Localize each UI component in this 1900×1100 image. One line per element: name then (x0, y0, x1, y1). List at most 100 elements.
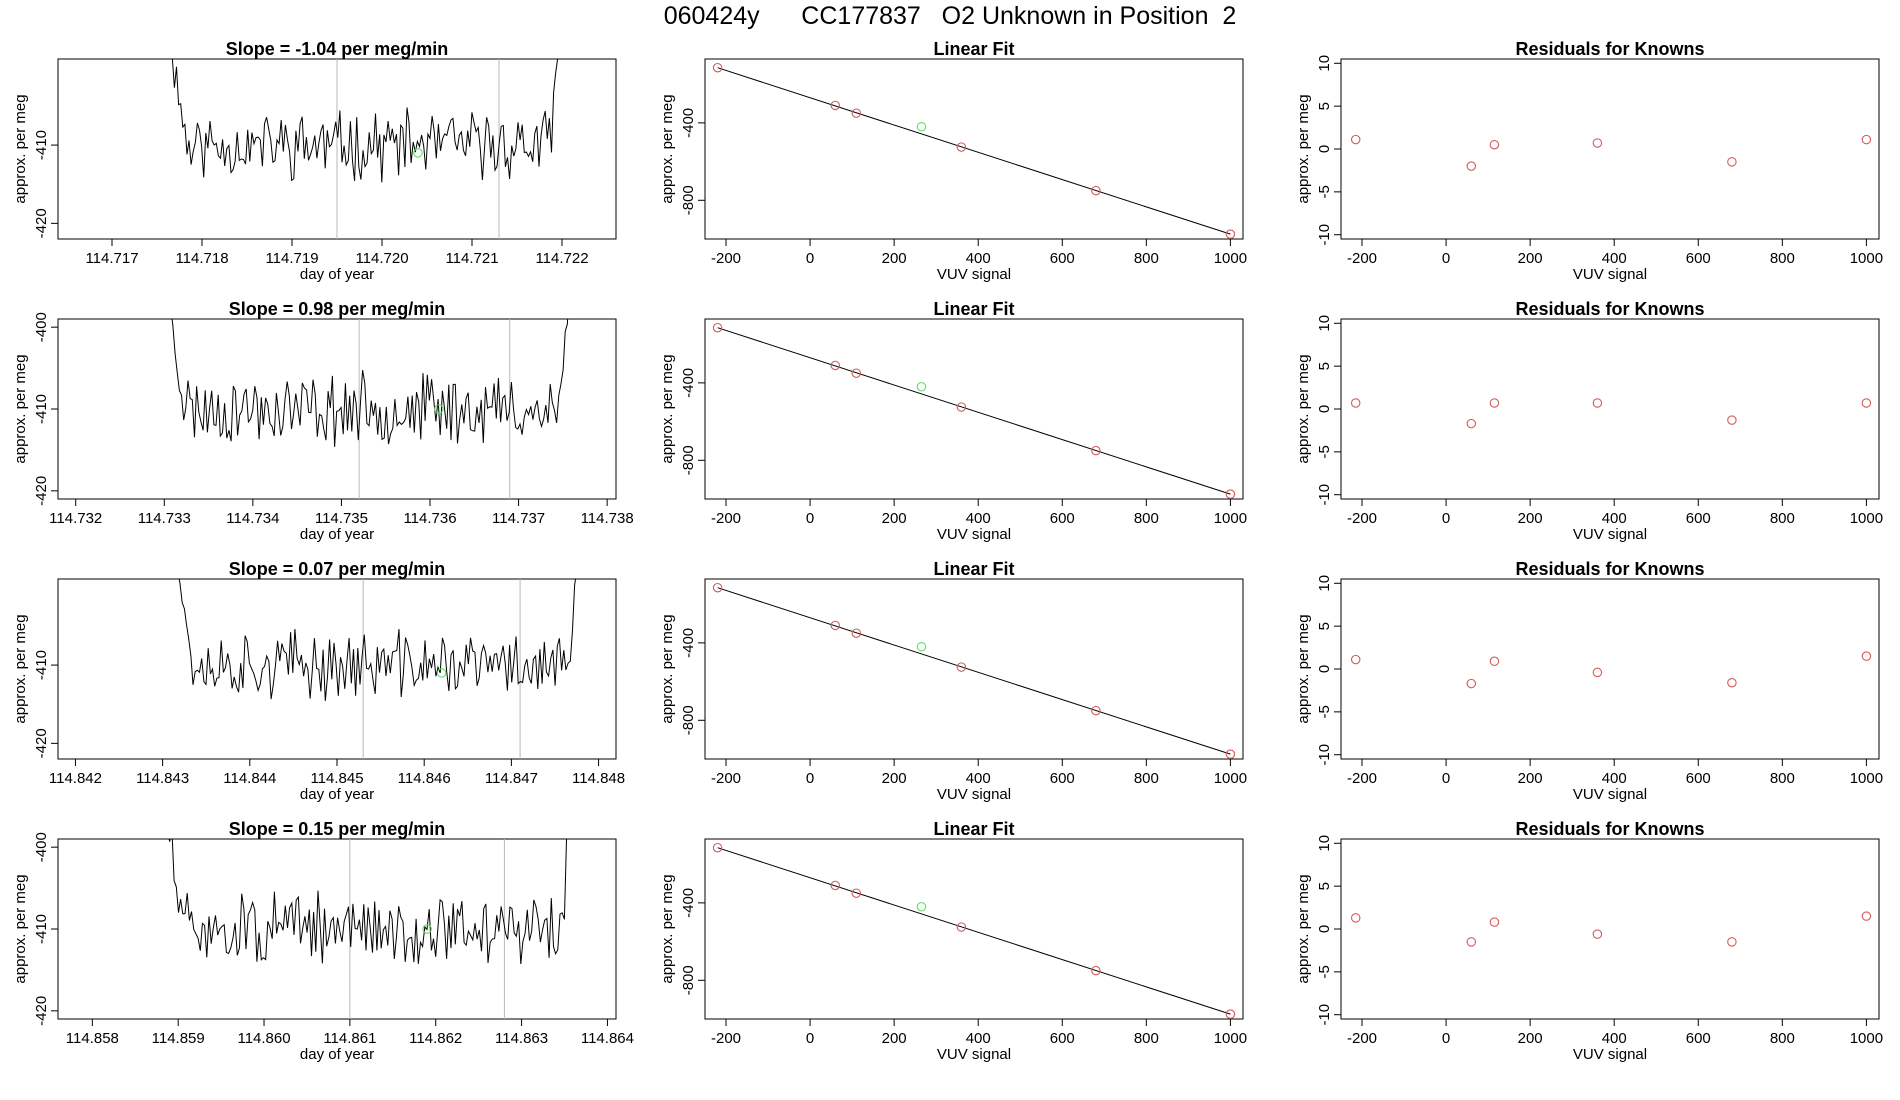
row3-resid-residual-point (1592, 667, 1603, 678)
row1-fit-ylabel: approx. per meg (659, 94, 676, 203)
row3-resid-xtick-label: 800 (1770, 770, 1795, 787)
row3-time-title: Slope = 0.07 per meg/min (229, 559, 446, 579)
row3-time-xtick-label: 114.843 (136, 770, 189, 787)
row4-resid-residual-point (1592, 929, 1603, 939)
row1-resid-residual-point (1489, 139, 1500, 150)
row1-fit-xtick-label: 200 (882, 250, 907, 267)
row4-fit-xtick-label: 1000 (1214, 1030, 1247, 1047)
row3-fit-ylabel: approx. per meg (659, 614, 676, 723)
row4-time-unknown-point (422, 924, 432, 934)
row3-time-ytick-label: -410 (33, 650, 50, 680)
row4-fit-xtick-label: 400 (966, 1030, 991, 1047)
row3-time-unknown-point (436, 668, 447, 678)
row2-time-ytick-label: -410 (33, 394, 50, 424)
row4-time-xtick-label: 114.864 (581, 1030, 634, 1047)
row3-resid-ytick-label: 10 (1316, 575, 1333, 592)
row3-resid-xtick-label: 1000 (1850, 770, 1883, 787)
row3-resid-xtick-label: -200 (1347, 770, 1377, 787)
row1-resid-ylabel: approx. per meg (1295, 94, 1312, 203)
row3-fit-xtick-label: 1000 (1214, 770, 1247, 787)
row1-resid-xtick-label: -200 (1347, 250, 1377, 267)
row2-time-xtick-label: 114.737 (492, 510, 545, 527)
row4-resid-residual-point (1727, 937, 1737, 947)
row2-resid-residual-point (1350, 398, 1361, 408)
row1-time-xtick-label: 114.717 (85, 250, 138, 267)
row4-fit-xtick-label: 800 (1134, 1030, 1159, 1047)
row1-fit-xtick-label: 400 (966, 250, 991, 267)
row4-fit-known-point (1225, 1009, 1236, 1019)
row2-fit-title: Linear Fit (933, 299, 1014, 319)
row3-fit-known-point (830, 620, 841, 631)
row3-resid-residual-point (1727, 677, 1737, 688)
row1-time-xtick-label: 114.721 (445, 250, 498, 267)
row2-fit-panel: Linear Fit -200 0 200 400 600 800 1000 VUV signa… (659, 299, 1247, 543)
row4-fit-panel: Linear Fit -200 0 200 400 600 800 1000 VUV signa… (659, 819, 1247, 1063)
row2-resid-residual-point (1489, 398, 1500, 408)
row1-fit-ytick-label: -800 (680, 185, 697, 215)
row3-resid-ytick-label: 5 (1316, 622, 1333, 630)
row1-resid-title: Residuals for Knowns (1515, 39, 1704, 59)
row4-resid-xtick-label: 800 (1770, 1030, 1795, 1047)
row4-fit-xtick-label: 600 (1050, 1030, 1075, 1047)
row1-resid-xtick-label: 800 (1770, 250, 1795, 267)
row4-resid-ytick-label: -10 (1316, 1004, 1333, 1026)
row1-time-xtick-label: 114.718 (175, 250, 228, 267)
row3-fit-regression-line (717, 587, 1231, 755)
row3-time-xtick-label: 114.848 (572, 770, 625, 787)
row4-time-xtick-label: 114.860 (237, 1030, 290, 1047)
row1-time-xlabel: day of year (300, 266, 374, 283)
row2-fit-xtick-label: 1000 (1214, 510, 1247, 527)
row3-fit-known-point (956, 662, 967, 672)
row1-time-xtick-label: 114.720 (355, 250, 408, 267)
row4-time-trace (168, 839, 568, 965)
row4-resid-xtick-label: -200 (1347, 1030, 1377, 1047)
row1-time-xtick-label: 114.722 (535, 250, 588, 267)
row1-fit-regression-line (717, 67, 1231, 235)
figure-title: 060424y CC177837 O2 Unknown in Position … (663, 2, 1237, 30)
row2-resid-ytick-label: -5 (1316, 445, 1333, 458)
row2-resid-xtick-label: 800 (1770, 510, 1795, 527)
row4-resid-xtick-label: 1000 (1850, 1030, 1883, 1047)
row3-time-xtick-label: 114.847 (485, 770, 538, 787)
row2-time-frame (57, 318, 617, 500)
row3-fit-frame (704, 578, 1244, 760)
row1-resid-xtick-label: 200 (1518, 250, 1543, 267)
row3-time-ylabel: approx. per meg (12, 614, 29, 723)
row4-fit-frame (704, 838, 1244, 1020)
row4-time-ytick-label: -420 (33, 996, 50, 1026)
row3-resid-residual-point (1350, 654, 1361, 665)
row1-time-ytick-label: -420 (33, 208, 50, 238)
row2-resid-ytick-label: -10 (1316, 484, 1333, 506)
row1-resid-ytick-label: -5 (1316, 185, 1333, 198)
row2-time-ytick-label: -400 (33, 312, 50, 342)
row4-time-xtick-label: 114.859 (152, 1030, 205, 1047)
row1-time-panel: Slope = -1.04 per meg/min 114.717 114.718 1… (12, 39, 617, 283)
row2-resid-panel: Residuals for Knowns-200 0 200 400 600 800 100… (1295, 299, 1883, 543)
row2-fit-known-point (1091, 445, 1101, 456)
row2-fit-xtick-label: 400 (966, 510, 991, 527)
row4-time-xlabel: day of year (300, 1046, 374, 1063)
row3-fit-known-point (712, 582, 723, 593)
row4-time-ytick-label: -410 (33, 914, 50, 944)
row1-resid-xtick-label: 1000 (1850, 250, 1883, 267)
row3-fit-xtick-label: 400 (966, 770, 991, 787)
row1-resid-frame (1340, 58, 1880, 240)
row1-fit-unknown-point (916, 121, 927, 132)
row4-time-xtick-label: 114.861 (323, 1030, 376, 1047)
row1-resid-residual-point (1861, 134, 1872, 145)
row2-resid-ylabel: approx. per meg (1295, 354, 1312, 463)
row1-fit-frame (704, 58, 1244, 240)
row1-fit-ytick-label: -400 (680, 108, 697, 138)
row3-resid-xlabel: VUV signal (1573, 786, 1647, 803)
row3-time-xtick-label: 114.846 (398, 770, 451, 787)
row2-resid-xtick-label: 400 (1602, 510, 1627, 527)
row4-time-xtick-label: 114.863 (495, 1030, 548, 1047)
row3-time-xlabel: day of year (300, 786, 374, 803)
row4-fit-title: Linear Fit (933, 819, 1014, 839)
row2-time-xtick-label: 114.734 (226, 510, 279, 527)
row3-fit-ytick-label: -800 (680, 705, 697, 735)
row2-fit-xtick-label: 800 (1134, 510, 1159, 527)
row2-fit-regression-line (717, 327, 1231, 495)
row3-resid-panel: Residuals for Knowns-200 0 200 400 600 800 100… (1295, 559, 1883, 803)
